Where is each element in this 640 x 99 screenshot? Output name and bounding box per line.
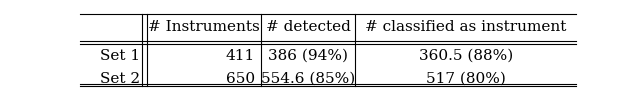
- Text: # Instruments: # Instruments: [148, 20, 260, 34]
- Text: # detected: # detected: [266, 20, 351, 34]
- Text: Set 2: Set 2: [100, 72, 140, 86]
- Text: 360.5 (88%): 360.5 (88%): [419, 49, 513, 63]
- Text: 411: 411: [226, 49, 255, 63]
- Text: 386 (94%): 386 (94%): [268, 49, 348, 63]
- Text: # classified as instrument: # classified as instrument: [365, 20, 566, 34]
- Text: 517 (80%): 517 (80%): [426, 72, 506, 86]
- Text: Set 1: Set 1: [100, 49, 140, 63]
- Text: 554.6 (85%): 554.6 (85%): [261, 72, 355, 86]
- Text: 650: 650: [226, 72, 255, 86]
